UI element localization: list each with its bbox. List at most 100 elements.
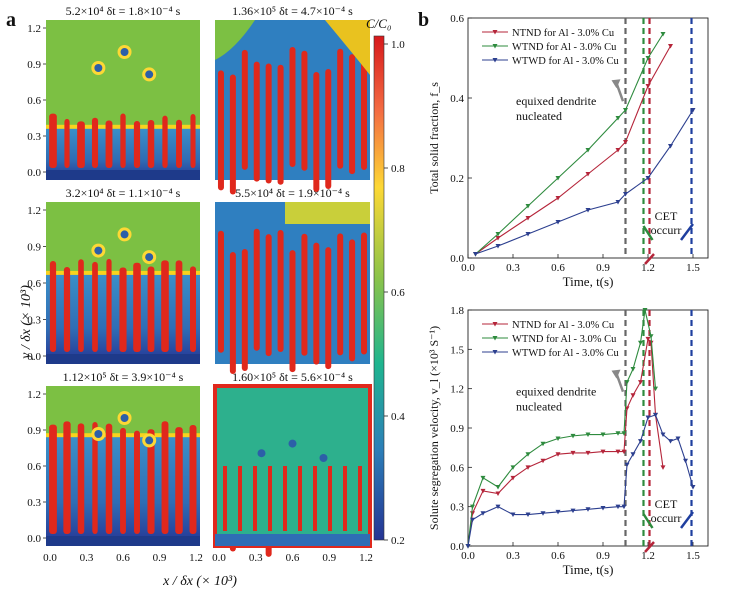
data-point xyxy=(540,458,546,464)
dendrite-column xyxy=(313,466,317,531)
colorbar-tick-label: 0.8 xyxy=(391,163,405,175)
data-point xyxy=(585,148,591,153)
equiaxed-seed xyxy=(145,70,154,79)
data-point xyxy=(470,517,475,523)
y-tick-label: 0.0 xyxy=(27,533,41,545)
x-tick-label: 0.6 xyxy=(116,552,130,564)
x-tick-label: 0.6 xyxy=(286,552,300,564)
dendrite-column xyxy=(190,114,196,168)
data-point xyxy=(624,380,630,385)
data-point xyxy=(555,452,561,457)
dendrite-column xyxy=(120,113,126,168)
data-point xyxy=(465,544,471,549)
data-point xyxy=(495,491,501,497)
legend-label: WTWD for Al - 3.0% Cu xyxy=(512,56,619,67)
dendrite-column xyxy=(147,429,155,534)
colorbar: C/C₀ 1.0 0.8 0.6 0.4 0.2 xyxy=(366,16,405,547)
dendrite-column xyxy=(229,74,236,195)
data-point xyxy=(585,208,591,213)
data-point xyxy=(473,252,478,257)
dendrite-column xyxy=(162,115,168,168)
plot-frame xyxy=(467,17,709,259)
data-point xyxy=(525,204,531,209)
dendrite-column xyxy=(289,47,296,168)
data-point xyxy=(648,340,654,346)
dendrite-column xyxy=(265,63,272,184)
colorbar-gradient xyxy=(373,35,385,541)
chill-zone xyxy=(215,534,370,546)
micrograph-6: 1.60×10⁵ δt = 5.6×10⁻⁴ s 0.0 0.3 0.6 0.9 1.2 xyxy=(212,370,373,564)
cet-arrow xyxy=(642,513,654,529)
panel-a-x-label: x / δx (× 10³) xyxy=(162,574,237,589)
data-point xyxy=(555,196,561,201)
dendrite-column xyxy=(176,119,182,168)
data-point xyxy=(600,505,606,511)
data-point xyxy=(585,172,591,177)
data-point xyxy=(668,44,673,49)
legend-marker xyxy=(492,322,498,327)
y-tick-label: 0.6 xyxy=(450,462,464,474)
dendrite-column xyxy=(343,466,347,531)
y-tick-label: 1.2 xyxy=(27,23,41,35)
annotation-cet: CET xyxy=(655,209,678,223)
y-tick-label: 0.9 xyxy=(27,425,41,437)
x-tick-label: 0.3 xyxy=(80,552,94,564)
equiaxed-seed xyxy=(94,64,103,72)
data-point xyxy=(600,432,606,438)
x-tick-label: 1.2 xyxy=(189,552,203,564)
x-tick-label: 0.3 xyxy=(249,552,263,564)
dendrite-column xyxy=(189,266,197,352)
micrograph-1: 5.2×10⁴ δt = 1.8×10⁻⁴ s 1.2 0.9 0.6 0.3 0.0 xyxy=(27,4,200,180)
dendrite-column xyxy=(147,119,155,168)
data-point xyxy=(624,462,630,468)
x-tick-label: 0.0 xyxy=(461,550,475,562)
y-tick-label: 0.3 xyxy=(27,131,41,143)
data-point xyxy=(653,412,658,418)
y-tick-label: 0.3 xyxy=(450,502,464,514)
legend-label: WTWD for Al - 3.0% Cu xyxy=(512,348,619,359)
data-point xyxy=(495,485,501,490)
segregation-velocity-chart: 0.0 0.3 0.6 0.9 1.2 1.5 0.0 0.3 0.6 0.9 1.2 1.5 1.8 T… xyxy=(427,305,709,577)
data-point xyxy=(470,504,475,510)
data-point xyxy=(690,108,696,113)
data-point xyxy=(615,200,621,205)
data-point xyxy=(480,511,486,516)
dendrite-column xyxy=(120,427,126,534)
x-tick-label: 1.2 xyxy=(641,262,655,274)
data-point xyxy=(638,340,643,346)
x-tick-label: 0.6 xyxy=(551,262,565,274)
micrograph-title: 3.2×10⁴ δt = 1.1×10⁻⁴ s xyxy=(66,186,181,200)
annotation-cet: occurr xyxy=(651,223,682,237)
plot-frame xyxy=(467,309,709,547)
dendrite-column xyxy=(289,250,296,373)
data-point xyxy=(540,511,546,516)
annotation-arrow xyxy=(615,82,625,102)
data-point xyxy=(645,336,651,342)
y-tick-label: 0.0 xyxy=(27,351,41,363)
panel-a: a y / δx (× 10³) x / δx (× 10³) 5.2×10⁴ … xyxy=(6,4,405,589)
cet-arrow xyxy=(644,253,655,265)
legend-marker xyxy=(492,336,498,341)
colorbar-tick-label: 0.4 xyxy=(391,411,405,423)
micrograph-title: 5.2×10⁴ δt = 1.8×10⁻⁴ s xyxy=(66,4,181,18)
dendrite-column xyxy=(175,260,183,352)
dendrite-column xyxy=(49,424,57,534)
equiaxed-seed xyxy=(94,246,103,255)
data-point xyxy=(675,436,681,441)
dendrite-column xyxy=(283,466,287,531)
data-point xyxy=(683,458,688,464)
dendrite-column xyxy=(361,232,368,355)
y-tick-label: 0.0 xyxy=(450,541,464,553)
y-tick-label: 1.8 xyxy=(450,305,464,317)
dendrite-column xyxy=(301,50,308,171)
data-point xyxy=(525,232,531,237)
data-point xyxy=(642,308,648,313)
data-point xyxy=(630,452,636,457)
data-point xyxy=(645,415,651,421)
data-point xyxy=(570,433,576,439)
dendrite-column xyxy=(241,248,248,371)
y-tick-label: 0.9 xyxy=(27,59,41,71)
y-tick-label: 1.2 xyxy=(27,389,41,401)
